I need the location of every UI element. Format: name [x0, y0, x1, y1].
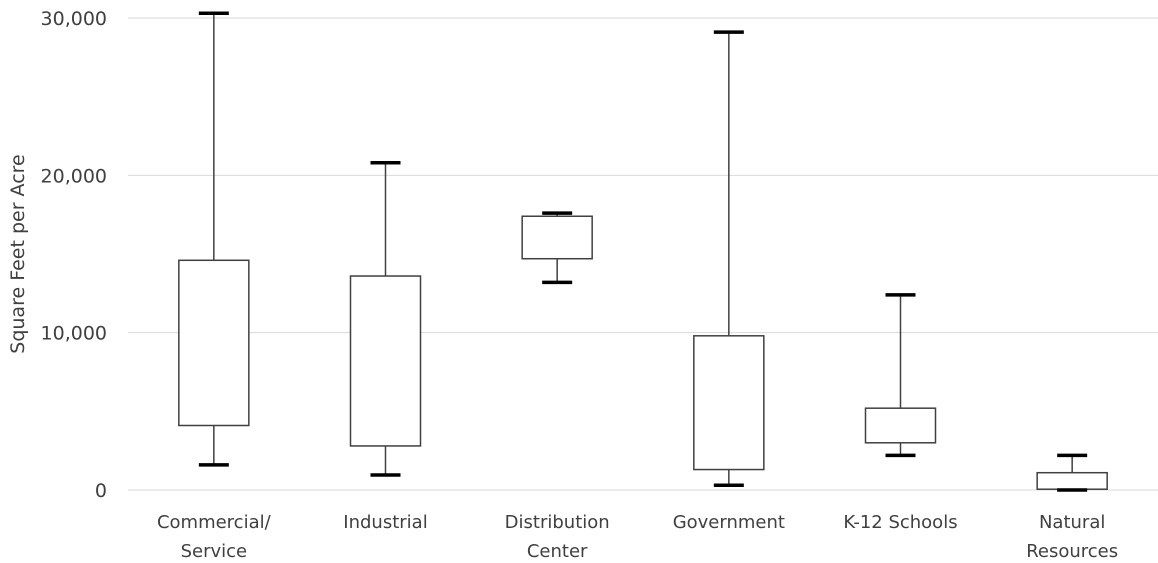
- category-label-2-line-1: Center: [527, 541, 588, 562]
- box-3: [693, 335, 765, 471]
- category-label-0-line-1: Service: [181, 541, 248, 562]
- y-tick-label-3: 30,000: [41, 8, 107, 30]
- category-label-5-line-0: Natural: [1039, 512, 1105, 533]
- category-label-0-line-0: Commercial/: [157, 512, 272, 533]
- category-label-2-line-0: Distribution: [505, 512, 610, 533]
- boxes: [178, 11, 1108, 492]
- box-group-1: [349, 160, 422, 477]
- y-axis-tick-labels: 0 10,000 20,000 30,000: [41, 8, 107, 502]
- box-group-0: [178, 11, 250, 467]
- box-0: [178, 259, 250, 427]
- y-tick-label-2: 20,000: [41, 165, 107, 187]
- box-5: [1036, 471, 1108, 490]
- y-tick-label-1: 10,000: [41, 323, 107, 345]
- box-group-3: [693, 30, 765, 488]
- category-label-3-line-0: Government: [673, 512, 785, 533]
- category-label-1-line-0: Industrial: [343, 512, 427, 533]
- category-label-4-line-0: K-12 Schools: [843, 512, 957, 533]
- box-group-2: [521, 211, 593, 285]
- box-4: [864, 407, 937, 444]
- box-group-4: [864, 293, 937, 458]
- x-axis-category-labels: Commercial/Service Industrial Distribution…: [157, 512, 1118, 562]
- box-group-5: [1036, 453, 1108, 492]
- gridlines: [128, 17, 1158, 491]
- box-1: [349, 275, 422, 447]
- y-tick-label-0: 0: [95, 480, 107, 502]
- y-axis-title: Square Feet per Acre: [7, 154, 29, 353]
- box-2: [521, 215, 593, 260]
- category-label-5-line-1: Resources: [1026, 541, 1118, 562]
